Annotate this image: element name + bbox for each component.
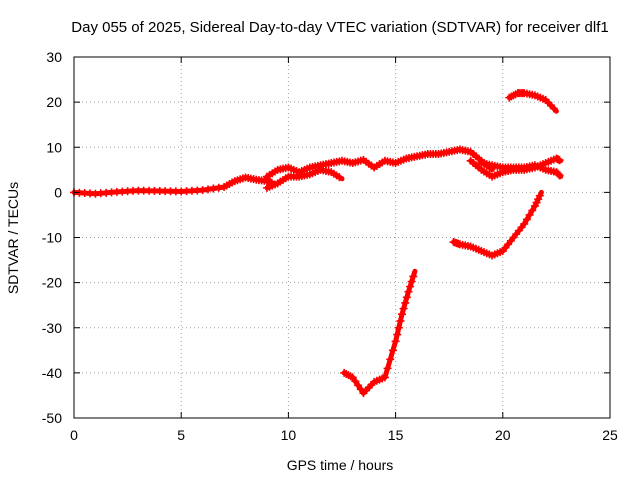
data-point	[522, 215, 531, 224]
data-point	[396, 316, 405, 325]
y-tick-label: -40	[42, 365, 62, 381]
chart-title: Day 055 of 2025, Sidereal Day-to-day VTE…	[71, 19, 608, 36]
data-point	[549, 104, 558, 113]
y-tick-label: 10	[46, 139, 62, 155]
data-point	[393, 330, 402, 339]
y-tick-label: 0	[54, 184, 62, 200]
y-tick-label: 20	[46, 94, 62, 110]
data-series	[70, 89, 564, 398]
data-point	[555, 171, 564, 180]
data-point	[406, 282, 415, 291]
data-point	[401, 298, 410, 307]
data-point	[402, 293, 411, 302]
y-axis-label: SDTVAR / TECUs	[5, 182, 21, 294]
y-tick-label: -30	[42, 320, 62, 336]
x-tick-label: 10	[281, 427, 297, 443]
data-point	[399, 304, 408, 313]
data-point	[398, 310, 407, 319]
x-tick-label: 0	[70, 427, 78, 443]
data-point	[520, 219, 529, 228]
y-tick-label: 30	[46, 49, 62, 65]
data-point	[394, 323, 403, 332]
y-tick-label: -20	[42, 275, 62, 291]
y-tick-label: -50	[42, 410, 62, 426]
x-tick-label: 20	[495, 427, 511, 443]
x-axis-label: GPS time / hours	[287, 457, 394, 473]
x-tick-label: 5	[177, 427, 185, 443]
x-tick-label: 25	[602, 427, 618, 443]
data-point	[380, 373, 389, 382]
data-point	[391, 337, 400, 346]
x-tick-label: 15	[388, 427, 404, 443]
data-point	[386, 355, 395, 364]
y-tick-label: -10	[42, 230, 62, 246]
data-point	[335, 173, 344, 182]
data-point	[525, 210, 534, 219]
series-deep-arc	[341, 268, 418, 396]
data-point	[555, 156, 564, 165]
data-point	[407, 277, 416, 286]
data-point	[528, 206, 537, 215]
x-axis-ticks: 0 5 10 15 20 25	[70, 57, 618, 443]
data-point	[404, 287, 413, 296]
data-point	[388, 346, 397, 355]
data-point	[535, 191, 544, 200]
data-point	[409, 272, 418, 281]
y-axis-ticks: 30 20 10 0 -10 -20 -30 -40 -50	[42, 49, 610, 426]
grid-lines	[74, 57, 610, 418]
data-point	[554, 170, 563, 179]
data-point	[383, 364, 392, 373]
